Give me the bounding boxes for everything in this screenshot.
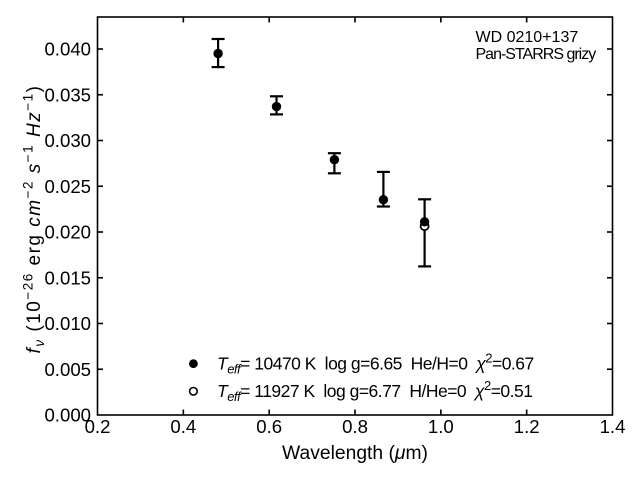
svg-text:1.2: 1.2	[514, 416, 540, 437]
svg-text:Pan-STARRS grizy: Pan-STARRS grizy	[476, 46, 597, 63]
svg-text:0.6: 0.6	[256, 416, 282, 437]
svg-text:0.030: 0.030	[44, 130, 91, 151]
svg-text:Wavelength (μm): Wavelength (μm)	[282, 443, 428, 464]
svg-text:0.035: 0.035	[44, 84, 91, 105]
svg-text:0.015: 0.015	[44, 267, 91, 288]
svg-text:Teff= 10470 K log g=6.65 He/: Teff= 10470 K log g=6.65 He/H=0 χ2=0.67	[217, 351, 534, 377]
svg-text:0.040: 0.040	[44, 39, 91, 60]
svg-text:0.2: 0.2	[85, 416, 111, 437]
svg-text:0.8: 0.8	[342, 416, 368, 437]
svg-text:0.000: 0.000	[44, 405, 91, 426]
svg-text:0.4: 0.4	[170, 416, 196, 437]
svg-text:0.010: 0.010	[44, 313, 91, 334]
svg-text:0.025: 0.025	[44, 176, 91, 197]
svg-text:1.0: 1.0	[428, 416, 454, 437]
svg-text:1.4: 1.4	[600, 416, 626, 437]
svg-text:Teff= 11927 K log g=6.77 H/H: Teff= 11927 K log g=6.77 H/He=0 χ2=0.51	[217, 378, 532, 404]
svg-text:WD 0210+137: WD 0210+137	[476, 29, 579, 46]
svg-text:fν (10−26 erg cm−2 s−1 Hz−1): fν (10−26 erg cm−2 s−1 Hz−1)	[21, 85, 48, 354]
svg-text:0.005: 0.005	[44, 359, 91, 380]
svg-text:0.020: 0.020	[44, 222, 91, 243]
